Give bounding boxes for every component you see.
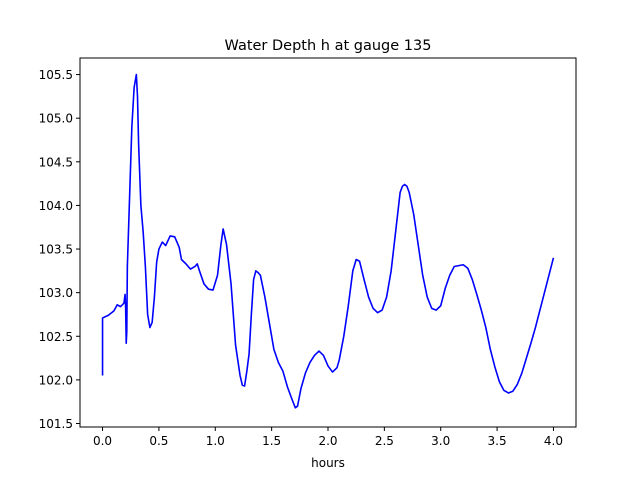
x-tick-label: 1.0 bbox=[206, 434, 225, 448]
y-tick-label: 104.5 bbox=[39, 155, 73, 169]
x-tick-label: 2.0 bbox=[318, 434, 337, 448]
y-tick-label: 103.5 bbox=[39, 243, 73, 257]
y-tick-label: 105.0 bbox=[39, 112, 73, 126]
x-tick-label: 4.0 bbox=[544, 434, 563, 448]
x-axis-label: hours bbox=[311, 456, 345, 470]
chart-title: Water Depth h at gauge 135 bbox=[225, 38, 432, 54]
y-tick-label: 101.5 bbox=[39, 417, 73, 431]
y-axis: 101.5 102.0 102.5 103.0 103.5 104.0 104.5 105.0… bbox=[39, 68, 80, 431]
series-line-0 bbox=[101, 73, 555, 409]
x-tick-label: 3.0 bbox=[431, 434, 450, 448]
y-tick-label: 102.5 bbox=[39, 330, 73, 344]
x-tick-label: 1.5 bbox=[262, 434, 281, 448]
x-tick-label: 2.5 bbox=[375, 434, 394, 448]
y-tick-label: 103.0 bbox=[39, 286, 73, 300]
plot-area bbox=[101, 73, 555, 409]
x-tick-label: 0.0 bbox=[93, 434, 112, 448]
x-tick-label: 0.5 bbox=[149, 434, 168, 448]
y-tick-label: 102.0 bbox=[39, 373, 73, 387]
y-tick-label: 105.5 bbox=[39, 68, 73, 82]
y-tick-label: 104.0 bbox=[39, 199, 73, 213]
x-axis: 0.0 0.5 1.0 1.5 2.0 2.5 3.0 3.5 4.0 bbox=[93, 427, 563, 448]
x-tick-label: 3.5 bbox=[488, 434, 507, 448]
